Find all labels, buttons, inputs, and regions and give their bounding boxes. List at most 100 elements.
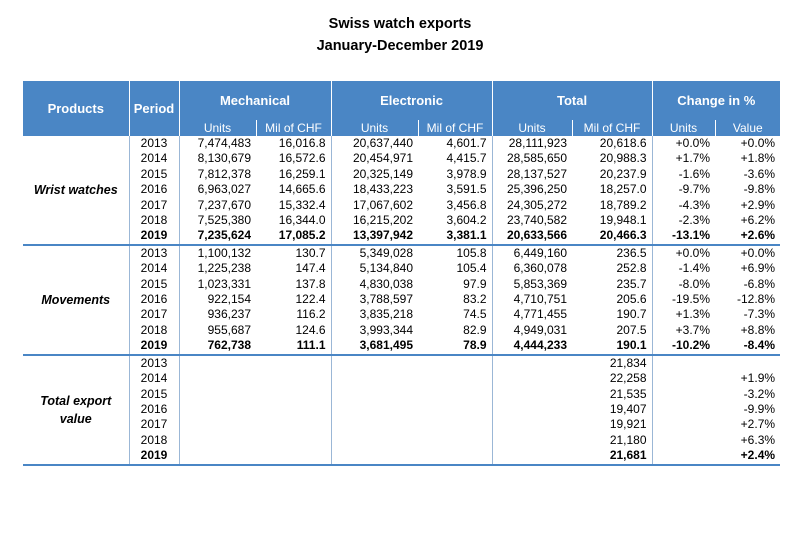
cell-mech-units: 922,154 bbox=[178, 292, 256, 308]
cell-total-chf: 19,407 bbox=[609, 401, 647, 416]
table-row: 2016 19,407 -9.9% bbox=[23, 401, 780, 418]
header-change: Change in % bbox=[651, 81, 781, 120]
subheader-total-chf: Mil of CHF bbox=[571, 120, 653, 136]
cell-total-chf: 190.1 bbox=[572, 338, 653, 356]
cell-elec-chf: 4,415.7 bbox=[446, 151, 487, 166]
cell-mech-chf: 147.4 bbox=[295, 261, 326, 276]
cell-total-units: 28,585,650 bbox=[491, 151, 573, 167]
cell-mech-units: 6,963,027 bbox=[178, 182, 256, 198]
cell-change-units: -2.3% bbox=[651, 213, 716, 229]
cell-period: 2019 bbox=[128, 448, 179, 466]
cell-period: 2015 bbox=[128, 166, 179, 183]
cell-total-chf: 21,681 bbox=[572, 448, 653, 466]
cell-elec-units bbox=[330, 417, 418, 433]
cell-total-chf: 20,237.9 bbox=[599, 166, 647, 181]
cell-period: 2018 bbox=[128, 322, 179, 339]
cell-total-units: 5,853,369 bbox=[491, 276, 573, 293]
cell-elec-chf: 105.4 bbox=[456, 261, 487, 276]
header-period: Period bbox=[128, 81, 179, 136]
cell-mech-units bbox=[178, 386, 256, 402]
cell-elec-units bbox=[330, 448, 418, 466]
cell-change-value: +0.0% bbox=[740, 245, 776, 260]
cell-total-units: 4,710,751 bbox=[491, 292, 573, 308]
cell-mech-units: 7,237,670 bbox=[178, 197, 256, 214]
cell-elec-units bbox=[330, 386, 418, 402]
cell-period: 2019 bbox=[128, 228, 179, 246]
product-label: Wrist watches bbox=[23, 136, 129, 246]
cell-total-chf: 19,921 bbox=[609, 417, 647, 432]
cell-period: 2017 bbox=[128, 417, 179, 433]
cell-mech-units bbox=[178, 401, 256, 418]
cell-change-value: +1.8% bbox=[740, 151, 776, 166]
cell-mech-units: 955,687 bbox=[178, 322, 256, 339]
subheader-change-units: Units bbox=[651, 120, 716, 136]
product-label: Total export value bbox=[23, 354, 129, 466]
cell-mech-chf: 122.4 bbox=[295, 292, 326, 307]
cell-total-chf: 21,834 bbox=[609, 355, 647, 370]
cell-total-units: 4,444,233 bbox=[491, 338, 573, 356]
cell-total-chf: 20,988.3 bbox=[599, 151, 647, 166]
table-row: Total export value 2013 21,834 bbox=[23, 354, 780, 466]
cell-elec-units: 3,835,218 bbox=[330, 307, 418, 323]
cell-mech-units: 7,474,483 bbox=[178, 136, 256, 152]
cell-elec-units bbox=[330, 371, 418, 387]
cell-change-value: -12.8% bbox=[737, 292, 776, 307]
cell-change-units bbox=[651, 417, 716, 433]
cell-change-value: -9.8% bbox=[743, 182, 776, 197]
table-row: 2016 922,154 122.4 3,788,597 83.2 4,710,751 20… bbox=[23, 292, 780, 308]
cell-mech-chf: 15,332.4 bbox=[278, 197, 326, 212]
cell-change-value: -6.8% bbox=[743, 276, 776, 291]
cell-mech-chf: 116.2 bbox=[296, 307, 326, 322]
cell-change-value: +2.6% bbox=[715, 228, 781, 246]
exports-table: Products Period Mechanical Electronic To… bbox=[23, 81, 781, 466]
cell-total-chf: 236.5 bbox=[616, 245, 647, 260]
cell-period: 2018 bbox=[128, 432, 179, 449]
section-total-export-value: Total export value 2013 21,834 2014 22,258 +1… bbox=[23, 354, 781, 466]
cell-change-value: +6.2% bbox=[740, 213, 776, 228]
table-row: 2017 19,921 +2.7% bbox=[23, 417, 780, 433]
cell-period: 2016 bbox=[128, 292, 179, 308]
cell-change-units: +3.7% bbox=[651, 322, 716, 339]
cell-elec-chf: 83.2 bbox=[463, 292, 487, 307]
cell-mech-units bbox=[178, 354, 256, 372]
cell-change-value: +6.9% bbox=[740, 261, 776, 276]
cell-mech-chf: 16,572.6 bbox=[278, 151, 326, 166]
cell-change-value: -9.9% bbox=[743, 401, 776, 416]
cell-total-units bbox=[491, 371, 573, 387]
cell-total-chf: 207.5 bbox=[616, 322, 647, 337]
cell-change-units: +0.0% bbox=[651, 244, 716, 262]
cell-total-units: 24,305,272 bbox=[491, 197, 573, 214]
table-row: 2019 762,738 111.1 3,681,495 78.9 4,444,233 19… bbox=[23, 338, 781, 356]
cell-mech-chf: 124.6 bbox=[295, 322, 326, 337]
cell-elec-chf: 97.9 bbox=[463, 276, 487, 291]
cell-elec-units: 20,325,149 bbox=[330, 166, 418, 183]
cell-mech-chf: 130.7 bbox=[295, 245, 326, 260]
cell-change-units bbox=[651, 432, 716, 449]
cell-period: 2014 bbox=[128, 371, 179, 387]
cell-total-units: 4,949,031 bbox=[491, 322, 573, 339]
cell-total-chf: 20,466.3 bbox=[572, 228, 653, 246]
table-title: Swiss watch exports bbox=[328, 16, 472, 32]
cell-elec-chf: 82.9 bbox=[463, 322, 487, 337]
subheader-mech-units: Units bbox=[178, 120, 256, 136]
cell-period: 2013 bbox=[128, 136, 179, 152]
cell-mech-units bbox=[178, 371, 256, 387]
subheader-change-value: Value bbox=[714, 120, 781, 136]
table-row: 2019 7,235,624 17,085.2 13,397,942 3,381.1 20… bbox=[23, 228, 781, 246]
cell-period: 2016 bbox=[128, 182, 179, 198]
section-wrist-watches: Wrist watches 2013 7,474,483 16,016.8 20,637… bbox=[23, 136, 781, 246]
cell-elec-chf bbox=[418, 448, 493, 466]
cell-change-units: -1.4% bbox=[651, 261, 716, 277]
cell-elec-chf bbox=[418, 387, 492, 402]
cell-mech-units: 7,235,624 bbox=[178, 228, 256, 246]
cell-mech-chf bbox=[256, 417, 331, 432]
cell-mech-units bbox=[178, 448, 256, 466]
cell-total-units: 28,137,527 bbox=[491, 166, 573, 183]
cell-total-units: 28,111,923 bbox=[491, 136, 573, 152]
cell-change-value: +1.9% bbox=[740, 371, 776, 386]
cell-total-chf: 20,618.6 bbox=[599, 136, 647, 150]
cell-total-chf: 18,257.0 bbox=[599, 182, 647, 197]
cell-change-units: +1.3% bbox=[651, 307, 716, 323]
table-row: 2015 21,535 -3.2% bbox=[23, 386, 780, 402]
cell-elec-chf bbox=[418, 433, 492, 448]
